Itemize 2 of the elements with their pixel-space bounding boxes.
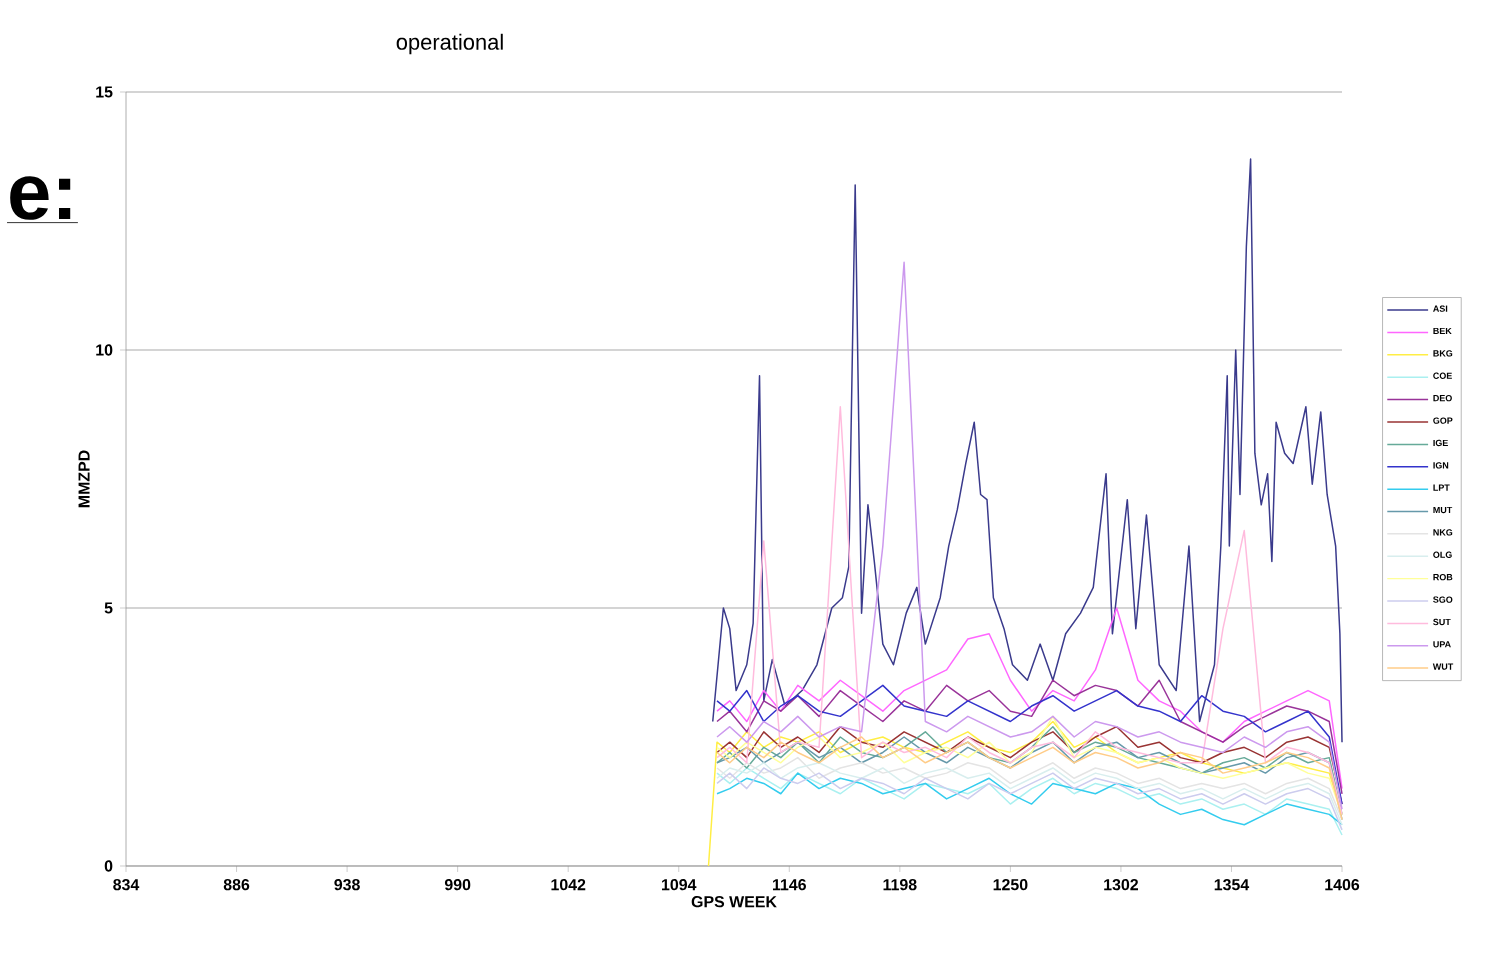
- text: e:: [10, 176, 71, 220]
- text: operational: [396, 33, 503, 55]
